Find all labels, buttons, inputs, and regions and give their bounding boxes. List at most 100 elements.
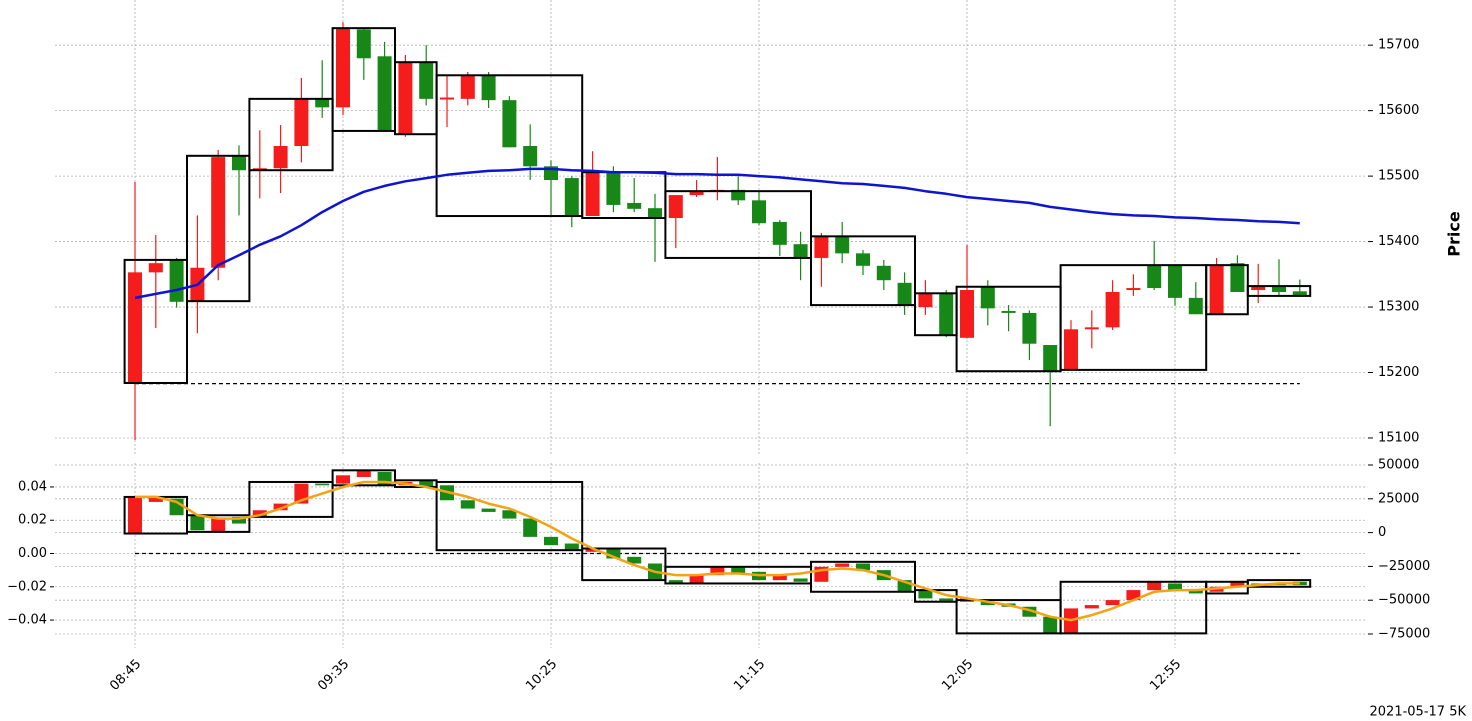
candle-body xyxy=(856,563,870,571)
range-box xyxy=(581,547,667,582)
y2-tick-label: −75000 xyxy=(1378,627,1430,642)
y2-tick-label: −25000 xyxy=(1378,559,1430,574)
candle-body xyxy=(1105,291,1120,328)
candle-body xyxy=(1147,265,1162,289)
y-tick-label: 15400 xyxy=(1378,234,1419,249)
x-tick-label: 12:55 xyxy=(1147,657,1184,694)
candle-body xyxy=(918,590,933,599)
candle-body xyxy=(772,221,787,245)
candle-body xyxy=(1251,286,1266,291)
candle-body xyxy=(1001,310,1016,313)
candle-body xyxy=(460,500,475,509)
candle-body xyxy=(481,508,496,512)
candle-body xyxy=(585,172,600,217)
y-tick-label: 15200 xyxy=(1378,365,1419,380)
candle-body xyxy=(1126,288,1141,291)
candle-body xyxy=(398,62,413,135)
candle-body xyxy=(1292,291,1307,296)
range-box xyxy=(664,190,813,259)
candle-body xyxy=(980,601,995,606)
range-box xyxy=(331,469,397,487)
candle-body xyxy=(1043,616,1058,634)
candle-body xyxy=(648,208,662,219)
candle-body xyxy=(564,178,579,217)
range-box xyxy=(123,258,188,384)
candle-body xyxy=(502,100,517,148)
candle-body xyxy=(980,286,995,309)
candle-body xyxy=(606,548,621,559)
candle-body xyxy=(689,575,704,584)
candle-body xyxy=(377,56,392,131)
y-tick-label: 15500 xyxy=(1378,169,1419,184)
range-box xyxy=(810,560,916,593)
y-tick-label: 15300 xyxy=(1378,300,1419,315)
y-tick-label: 15100 xyxy=(1378,430,1419,445)
candle-body xyxy=(502,510,517,519)
y-axis-label: Price xyxy=(1445,211,1464,257)
range-box xyxy=(1059,264,1208,371)
candle-body xyxy=(1168,583,1182,591)
candle-body xyxy=(544,536,558,546)
candle-body xyxy=(356,29,371,59)
x-tick-label: 12:05 xyxy=(939,657,976,694)
candle-body xyxy=(315,98,330,108)
y2-tick-label: 25000 xyxy=(1378,491,1419,506)
candle-body xyxy=(1188,590,1203,594)
candle-body xyxy=(939,293,954,336)
candle-body xyxy=(190,515,205,531)
candle-body xyxy=(440,97,454,100)
candle-body xyxy=(294,98,309,146)
x-tick-label: 10:25 xyxy=(523,657,560,694)
y-tick-label: 15600 xyxy=(1378,103,1419,118)
range-box xyxy=(810,235,916,307)
candle-body xyxy=(772,575,787,581)
candle-body xyxy=(315,483,330,486)
candle-body xyxy=(835,563,850,567)
candle-body xyxy=(731,566,746,574)
candle-body xyxy=(814,236,829,258)
candle-body xyxy=(232,516,246,524)
candle-body xyxy=(960,290,974,338)
y-tick-label: 15700 xyxy=(1378,38,1419,53)
candle-body xyxy=(710,566,725,576)
y2-tick-label: −50000 xyxy=(1378,593,1430,608)
candle-body xyxy=(481,75,496,101)
candle-body xyxy=(148,263,163,273)
candle-body xyxy=(356,470,371,477)
candle-body xyxy=(1230,263,1245,292)
y-tick-label: 0.00 xyxy=(18,546,47,561)
y2-tick-label: 50000 xyxy=(1378,457,1419,472)
candle-body xyxy=(232,155,246,171)
candle-body xyxy=(1126,590,1141,601)
candle-body xyxy=(211,157,226,268)
candle-body xyxy=(1084,327,1099,330)
candle-body xyxy=(1022,606,1037,617)
range-box xyxy=(1059,580,1208,635)
candle-body xyxy=(876,265,891,281)
range-box xyxy=(248,480,334,518)
range-box xyxy=(248,97,334,172)
candle-body xyxy=(897,282,912,306)
candle-body xyxy=(1043,345,1058,372)
candle-body xyxy=(211,518,226,532)
range-box xyxy=(435,480,584,552)
candle-body xyxy=(793,578,808,582)
range-box xyxy=(1246,285,1312,297)
candle-body xyxy=(1084,605,1099,609)
candle-body xyxy=(856,253,870,266)
candle-body xyxy=(273,503,288,511)
candle-body xyxy=(731,189,746,201)
candle-body xyxy=(689,191,704,196)
candle-body xyxy=(148,496,163,502)
candle-body xyxy=(1272,286,1286,292)
x-tick-label: 08:45 xyxy=(107,657,144,694)
candle-body xyxy=(1147,581,1162,591)
candle-body xyxy=(668,580,683,584)
candle-body xyxy=(1064,329,1078,370)
range-box xyxy=(186,514,251,533)
candle-body xyxy=(273,145,288,169)
candle-body xyxy=(627,556,642,564)
candle-body xyxy=(1022,312,1037,344)
candle-body xyxy=(939,598,954,602)
